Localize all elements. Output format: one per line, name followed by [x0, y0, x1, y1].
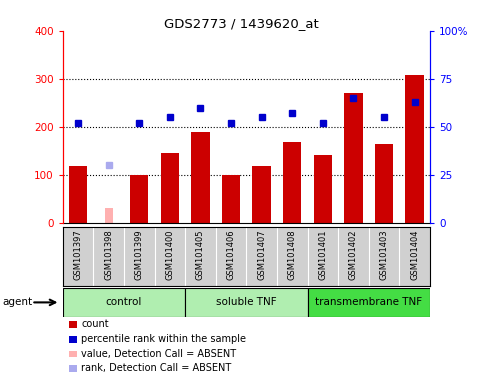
Bar — [185, 288, 308, 317]
Bar — [161, 153, 179, 223]
Bar — [405, 75, 424, 223]
Text: GSM101406: GSM101406 — [227, 230, 236, 280]
Text: GSM101407: GSM101407 — [257, 230, 266, 280]
Text: soluble TNF: soluble TNF — [216, 297, 277, 308]
Text: transmembrane TNF: transmembrane TNF — [315, 297, 422, 308]
Bar — [308, 288, 430, 317]
Bar — [253, 166, 271, 223]
Text: GSM101402: GSM101402 — [349, 230, 358, 280]
Text: GSM101398: GSM101398 — [104, 230, 113, 280]
Text: GSM101397: GSM101397 — [73, 230, 83, 280]
Text: GSM101403: GSM101403 — [380, 230, 388, 280]
Text: control: control — [106, 297, 142, 308]
Bar — [69, 365, 77, 372]
Bar — [69, 166, 87, 223]
Text: GDS2773 / 1439620_at: GDS2773 / 1439620_at — [164, 17, 319, 30]
Bar — [191, 131, 210, 223]
Bar — [222, 175, 240, 223]
Text: GSM101401: GSM101401 — [318, 230, 327, 280]
Text: agent: agent — [2, 297, 32, 308]
Text: GSM101399: GSM101399 — [135, 230, 144, 280]
Bar — [344, 93, 363, 223]
Text: GSM101400: GSM101400 — [165, 230, 174, 280]
Bar — [63, 288, 185, 317]
Bar — [104, 208, 113, 223]
Text: value, Detection Call = ABSENT: value, Detection Call = ABSENT — [81, 349, 236, 359]
Bar — [375, 144, 393, 223]
Text: GSM101408: GSM101408 — [288, 230, 297, 280]
Bar — [283, 142, 301, 223]
Bar — [69, 336, 77, 343]
Bar — [69, 321, 77, 328]
Text: GSM101405: GSM101405 — [196, 230, 205, 280]
Bar — [130, 175, 148, 223]
Text: count: count — [81, 319, 109, 329]
Text: GSM101404: GSM101404 — [410, 230, 419, 280]
Text: percentile rank within the sample: percentile rank within the sample — [81, 334, 246, 344]
Bar — [313, 155, 332, 223]
Text: rank, Detection Call = ABSENT: rank, Detection Call = ABSENT — [81, 363, 231, 373]
Bar — [69, 351, 77, 358]
